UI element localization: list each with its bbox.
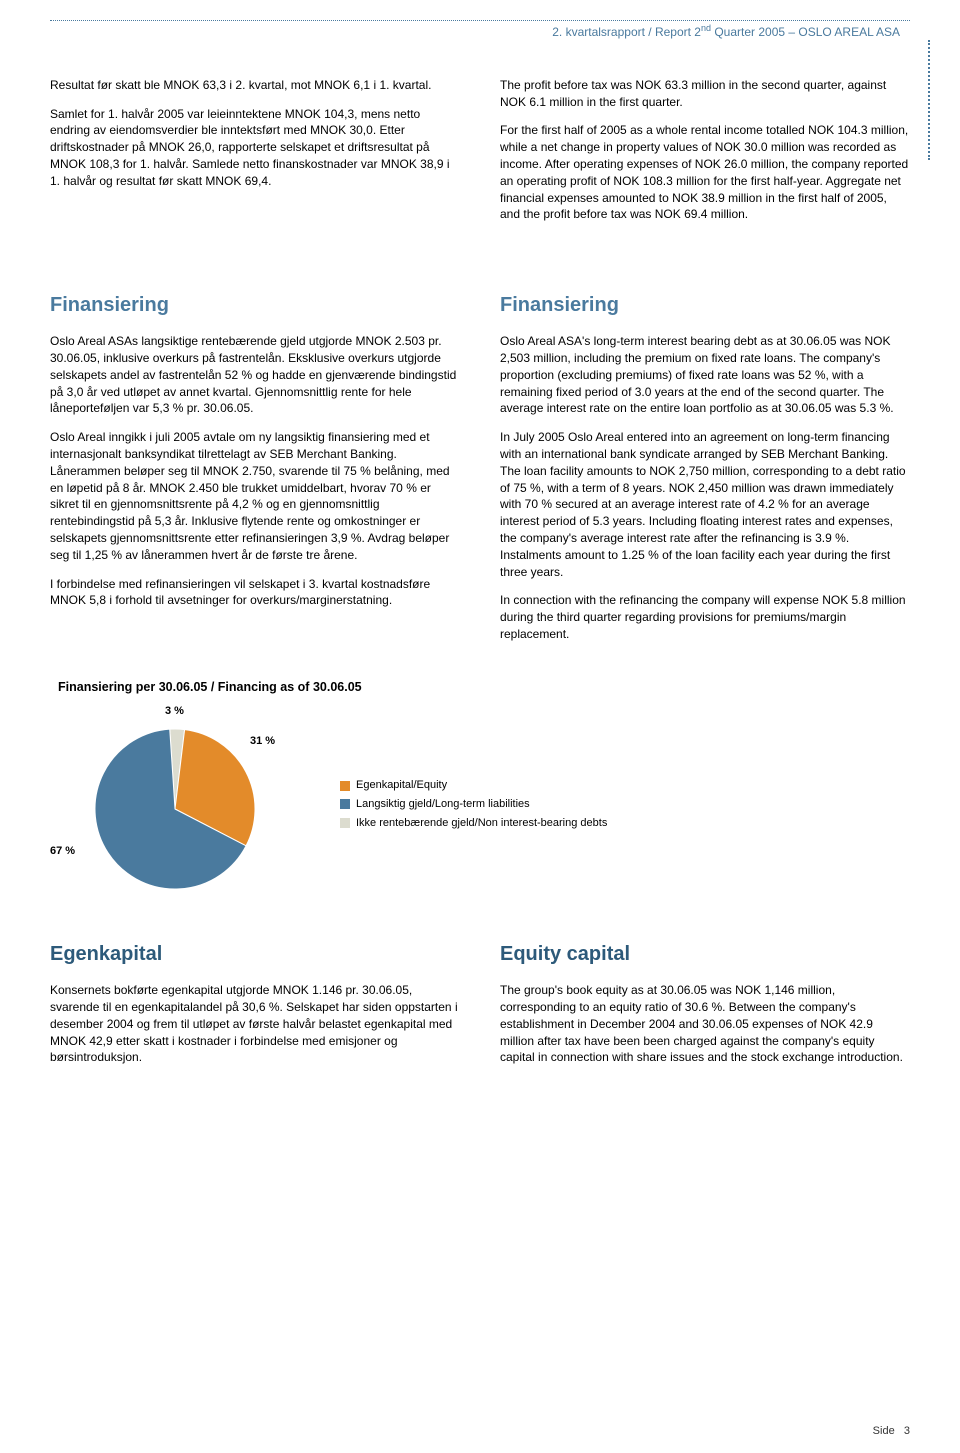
decorative-right-dots [928, 40, 930, 160]
legend-equity: Egenkapital/Equity [340, 776, 607, 795]
financing-pie-chart: 3 % 31 % 67 % [50, 704, 310, 904]
financing-en-p3: In connection with the refinancing the c… [500, 592, 910, 642]
chart-title: Finansiering per 30.06.05 / Financing as… [58, 679, 910, 697]
page-footer: Side 3 [873, 1424, 910, 1439]
legend-longterm: Langsiktig gjeld/Long-term liabilities [340, 795, 607, 814]
financing-en-p2: In July 2005 Oslo Areal entered into an … [500, 429, 910, 580]
intro-no-p1: Resultat før skatt ble MNOK 63,3 i 2. kv… [50, 77, 460, 94]
equity-no-p1: Konsernets bokførte egenkapital utgjorde… [50, 982, 460, 1066]
intro-en-p2: For the first half of 2005 as a whole re… [500, 122, 910, 223]
financing-no-p3: I forbindelse med refinansieringen vil s… [50, 576, 460, 610]
intro-no-p2: Samlet for 1. halvår 2005 var leieinntek… [50, 106, 460, 190]
financing-title-en: Finansiering [500, 291, 910, 319]
pie-legend: Egenkapital/Equity Langsiktig gjeld/Long… [340, 776, 607, 832]
equity-en-p1: The group's book equity as at 30.06.05 w… [500, 982, 910, 1066]
financing-no-p1: Oslo Areal ASAs langsiktige rentebærende… [50, 333, 460, 417]
legend-noninterest: Ikke rentebærende gjeld/Non interest-bea… [340, 814, 607, 833]
financing-en-p1: Oslo Areal ASA's long-term interest bear… [500, 333, 910, 417]
financing-title-no: Finansiering [50, 291, 460, 319]
financing-no-p2: Oslo Areal inngikk i juli 2005 avtale om… [50, 429, 460, 563]
equity-title-no: Egenkapital [50, 940, 460, 968]
equity-title-en: Equity capital [500, 940, 910, 968]
intro-en-p1: The profit before tax was NOK 63.3 milli… [500, 77, 910, 111]
pie-label-3: 3 % [165, 704, 184, 719]
pie-label-31: 31 % [250, 734, 275, 749]
report-header: 2. kvartalsrapport / Report 2nd Quarter … [50, 22, 910, 47]
pie-label-67: 67 % [50, 844, 75, 859]
